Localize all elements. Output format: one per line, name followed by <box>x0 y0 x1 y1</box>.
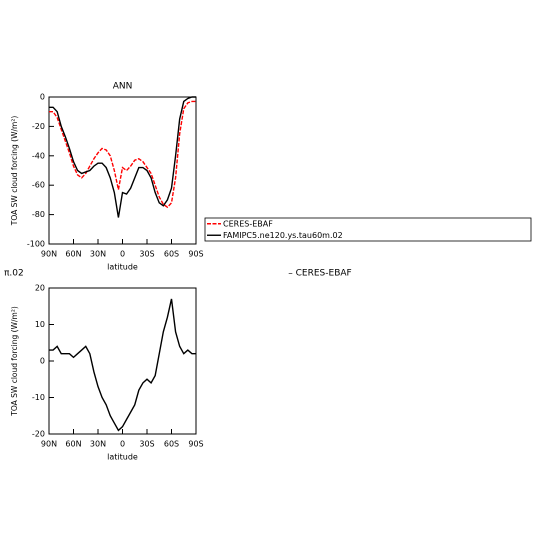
x-axis-label: latitude <box>107 453 138 462</box>
y-tick-label: 0 <box>40 93 45 102</box>
y-tick-label: -20 <box>32 122 45 131</box>
chart-title: ANN <box>113 82 133 92</box>
chart-title-left: π.02 <box>4 269 24 279</box>
y-axis-label: TOA SW cloud forcing (W/m²) <box>10 116 19 227</box>
y-axis-label: TOA SW cloud forcing (W/m²) <box>10 306 19 417</box>
y-tick-label: 0 <box>40 357 45 366</box>
x-tick-label: 30N <box>90 440 106 449</box>
y-tick-label: -10 <box>32 393 45 402</box>
x-tick-label: 30S <box>139 250 154 259</box>
legend-label: FAMIPC5.ne120.ys.tau60m.02 <box>223 231 343 240</box>
x-tick-label: 60N <box>65 250 81 259</box>
y-tick-label: -80 <box>32 210 45 219</box>
y-tick-label: -20 <box>32 430 45 439</box>
x-tick-label: 90N <box>41 440 57 449</box>
x-tick-label: 90S <box>188 250 203 259</box>
x-tick-label: 30N <box>90 250 106 259</box>
legend-frame <box>204 217 532 242</box>
y-tick-label: -40 <box>32 151 45 160</box>
x-tick-label: 0 <box>120 250 125 259</box>
series-line <box>49 96 196 218</box>
plot-frame <box>48 287 197 435</box>
x-axis-label: latitude <box>107 263 138 272</box>
x-tick-label: 90S <box>188 440 203 449</box>
x-tick-label: 60S <box>164 250 179 259</box>
x-tick-label: 60N <box>65 440 81 449</box>
series-line <box>49 100 196 209</box>
y-tick-label: -100 <box>27 240 45 249</box>
x-tick-label: 90N <box>41 250 57 259</box>
y-tick-label: -60 <box>32 181 45 190</box>
x-tick-label: 0 <box>120 440 125 449</box>
x-tick-label: 60S <box>164 440 179 449</box>
chart-title: – CERES-EBAF <box>288 269 351 279</box>
series-line <box>49 298 196 432</box>
y-tick-label: 10 <box>35 320 45 329</box>
x-tick-label: 30S <box>139 440 154 449</box>
y-tick-label: 20 <box>35 284 45 293</box>
legend-label: CERES-EBAF <box>223 219 273 228</box>
